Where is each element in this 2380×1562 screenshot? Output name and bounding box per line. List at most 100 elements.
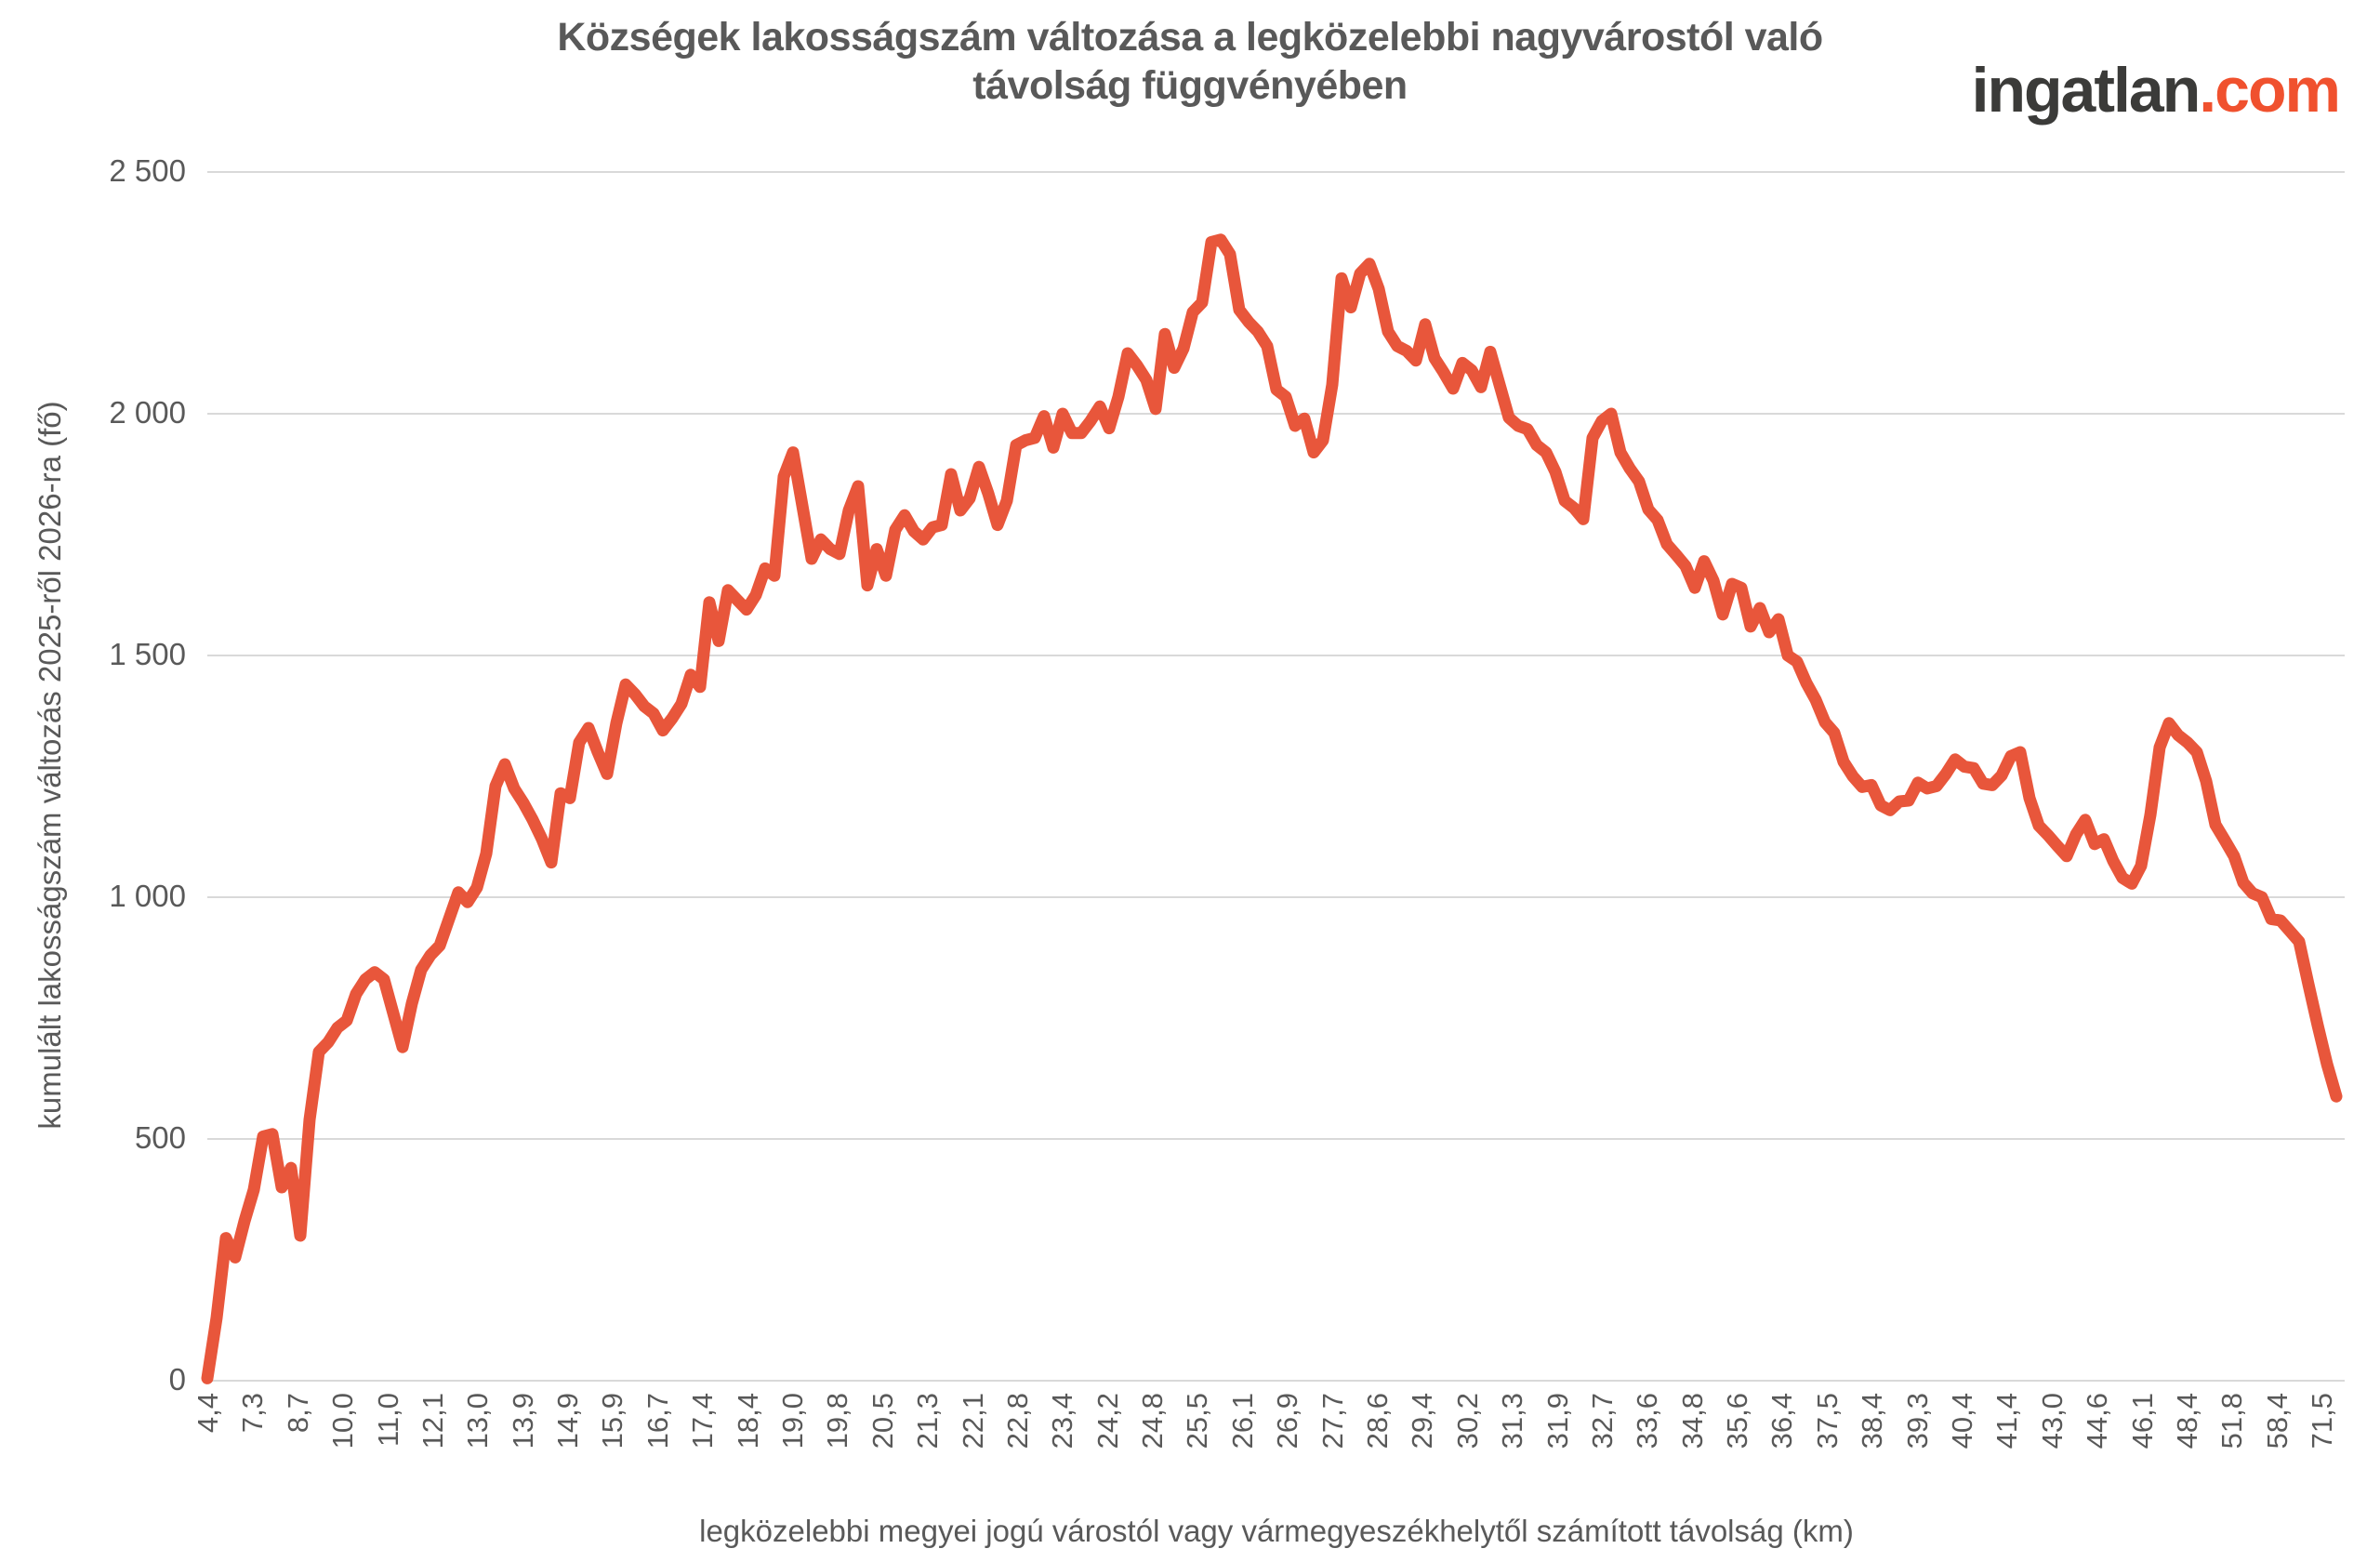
x-tick-label-text: 23,4 — [1046, 1393, 1079, 1449]
x-tick-label-text: 22,8 — [1000, 1393, 1034, 1449]
x-tick-label: 23,4 — [1046, 1393, 1078, 1514]
x-tick-label: 38,4 — [1856, 1393, 1889, 1514]
x-tick-label-text: 15,9 — [596, 1393, 629, 1449]
chart-title-line2: távolság függvényében — [972, 63, 1408, 108]
x-tick-label: 24,2 — [1091, 1393, 1124, 1514]
x-tick-label: 10,0 — [326, 1393, 360, 1514]
x-tick-label: 28,6 — [1361, 1393, 1394, 1514]
x-tick-label-text: 58,4 — [2260, 1393, 2294, 1449]
x-tick-label: 22,8 — [1000, 1393, 1034, 1514]
x-tick-label-text: 28,6 — [1361, 1393, 1394, 1449]
x-tick-label: 31,9 — [1540, 1393, 1574, 1514]
x-tick-label-text: 16,7 — [641, 1393, 674, 1449]
x-tick-label: 26,9 — [1271, 1393, 1304, 1514]
x-tick-label: 16,7 — [641, 1393, 674, 1514]
logo-text-main: ingatlan — [1971, 55, 2202, 126]
x-tick-label: 19,8 — [821, 1393, 853, 1514]
x-tick-label: 15,9 — [596, 1393, 628, 1514]
x-tick-label-text: 40,4 — [1945, 1393, 1978, 1449]
x-tick-label: 58,4 — [2260, 1393, 2294, 1514]
x-tick-label: 39,3 — [1900, 1393, 1934, 1514]
y-tick-label: 2 000 — [109, 395, 186, 430]
x-tick-label: 22,1 — [957, 1393, 989, 1514]
x-tick-label-text: 18,4 — [731, 1393, 764, 1449]
x-tick-label-text: 26,9 — [1271, 1393, 1304, 1449]
x-tick-label-text: 8,7 — [281, 1393, 314, 1434]
x-tick-label: 35,6 — [1721, 1393, 1753, 1514]
x-tick-label: 20,5 — [866, 1393, 899, 1514]
x-tick-label-text: 31,9 — [1540, 1393, 1574, 1449]
data-series-line — [201, 233, 2343, 1384]
x-tick-label-text: 51,8 — [2215, 1393, 2249, 1449]
x-tick-label-text: 24,2 — [1091, 1393, 1124, 1449]
x-tick-label-text: 32,7 — [1585, 1393, 1619, 1449]
x-tick-label: 43,0 — [2035, 1393, 2069, 1514]
x-tick-label-text: 19,0 — [776, 1393, 809, 1449]
x-tick-label-text: 21,3 — [911, 1393, 945, 1449]
y-tick-label: 1 500 — [109, 637, 186, 671]
x-tick-label: 40,4 — [1945, 1393, 1978, 1514]
x-tick-label-text: 44,6 — [2081, 1393, 2114, 1449]
x-tick-label-text: 38,4 — [1856, 1393, 1889, 1449]
x-tick-label-text: 20,5 — [866, 1393, 899, 1449]
x-tick-label-text: 10,0 — [326, 1393, 360, 1449]
x-tick-label-text: 26,1 — [1225, 1393, 1259, 1449]
x-tick-label: 33,6 — [1631, 1393, 1664, 1514]
x-tick-label-text: 39,3 — [1900, 1393, 1934, 1449]
x-tick-label: 13,9 — [506, 1393, 539, 1514]
x-tick-label-text: 31,3 — [1496, 1393, 1529, 1449]
x-tick-label-text: 35,6 — [1721, 1393, 1753, 1449]
x-tick-label-text: 12,1 — [416, 1393, 449, 1449]
x-tick-label-text: 36,4 — [1765, 1393, 1799, 1449]
x-tick-label: 13,0 — [461, 1393, 495, 1514]
y-tick-label: 2 500 — [109, 153, 186, 188]
x-tick-label: 11,0 — [372, 1393, 404, 1514]
x-tick-label-text: 33,6 — [1631, 1393, 1664, 1449]
x-tick-label-text: 71,5 — [2306, 1393, 2338, 1449]
ingatlan-logo: ingatlan.com — [1971, 54, 2341, 126]
x-tick-label-text: 43,0 — [2035, 1393, 2069, 1449]
x-tick-label-text: 29,4 — [1406, 1393, 1439, 1449]
x-tick-label: 37,5 — [1810, 1393, 1844, 1514]
x-tick-label: 25,5 — [1181, 1393, 1214, 1514]
x-tick-label: 32,7 — [1585, 1393, 1619, 1514]
x-axis-title: legközelebbi megyei jogú várostól vagy v… — [699, 1514, 1854, 1548]
x-tick-label-text: 17,4 — [686, 1393, 720, 1449]
x-tick-label: 24,8 — [1136, 1393, 1169, 1514]
logo-text-accent: .com — [2199, 55, 2341, 126]
x-tick-label: 14,9 — [551, 1393, 584, 1514]
chart-title: Községek lakosságszám változása a legköz… — [0, 13, 2380, 110]
x-tick-label-text: 37,5 — [1810, 1393, 1844, 1449]
x-tick-label: 46,1 — [2125, 1393, 2159, 1514]
y-tick-label: 0 — [168, 1362, 186, 1397]
x-tick-label: 34,8 — [1675, 1393, 1709, 1514]
x-tick-label-text: 13,0 — [461, 1393, 495, 1449]
chart-title-line1: Községek lakosságszám változása a legköz… — [557, 15, 1823, 60]
x-tick-label-text: 48,4 — [2170, 1393, 2203, 1449]
x-tick-label-text: 4,4 — [192, 1393, 224, 1434]
x-tick-label: 27,7 — [1316, 1393, 1349, 1514]
x-tick-label: 48,4 — [2170, 1393, 2203, 1514]
x-tick-label: 21,3 — [911, 1393, 945, 1514]
x-tick-label-text: 19,8 — [821, 1393, 854, 1449]
x-tick-label: 71,5 — [2306, 1393, 2338, 1514]
x-tick-label-text: 24,8 — [1136, 1393, 1169, 1449]
x-tick-label: 26,1 — [1225, 1393, 1259, 1514]
x-tick-label: 18,4 — [731, 1393, 764, 1514]
x-tick-label-text: 46,1 — [2125, 1393, 2159, 1449]
x-tick-label: 30,2 — [1451, 1393, 1484, 1514]
x-tick-label-text: 25,5 — [1181, 1393, 1214, 1449]
x-tick-label: 41,4 — [1990, 1393, 2023, 1514]
x-tick-label: 12,1 — [416, 1393, 449, 1514]
x-tick-label-text: 13,9 — [506, 1393, 539, 1449]
x-tick-label: 31,3 — [1496, 1393, 1529, 1514]
x-tick-label: 44,6 — [2081, 1393, 2114, 1514]
y-axis-title: kumulált lakosságszám változás 2025-ről … — [33, 401, 67, 1130]
x-tick-label: 17,4 — [686, 1393, 720, 1514]
x-tick-label: 7,3 — [236, 1393, 269, 1514]
x-tick-label: 4,4 — [192, 1393, 224, 1514]
x-tick-label-text: 34,8 — [1675, 1393, 1709, 1449]
x-tick-label: 29,4 — [1406, 1393, 1439, 1514]
y-tick-label: 500 — [134, 1120, 186, 1155]
